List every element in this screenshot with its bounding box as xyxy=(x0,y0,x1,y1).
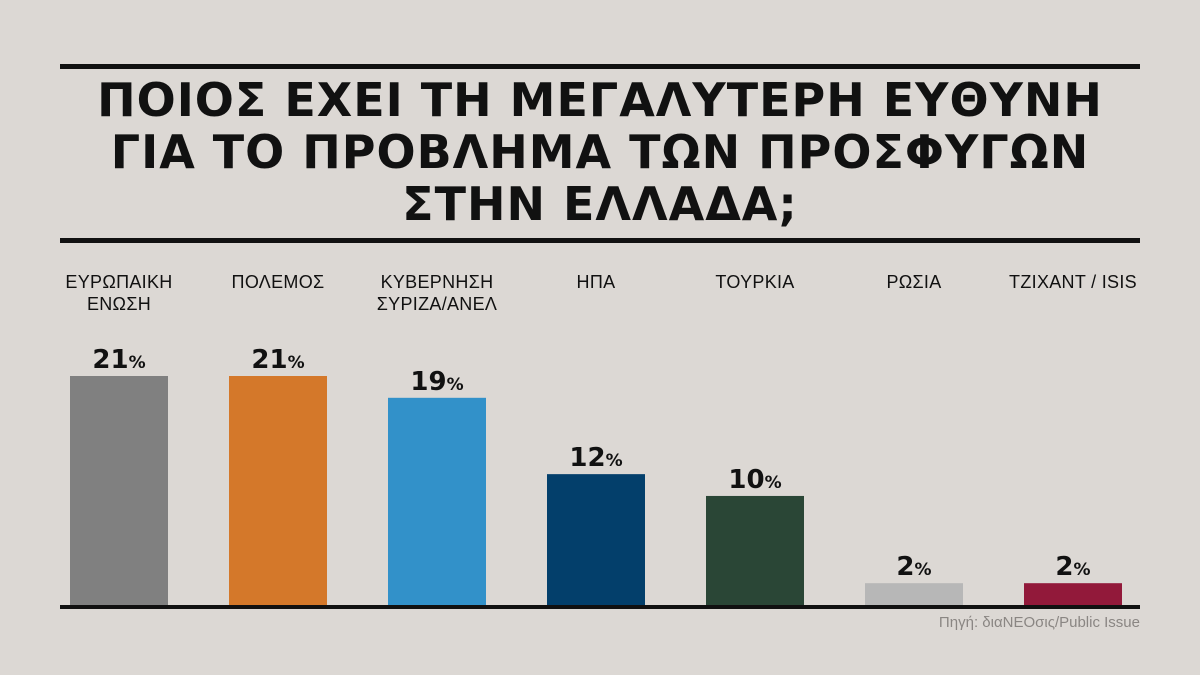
category-label: ΚΥΒΕΡΝΗΣΗ ΣΥΡΙΖΑ/ΑΝΕΛ xyxy=(377,272,497,314)
bar xyxy=(865,583,963,605)
bar xyxy=(706,495,804,605)
category-label: ΗΠΑ xyxy=(577,272,616,292)
chart-title: ΠΟΙΟΣ ΕΧΕΙ ΤΗ ΜΕΓΑΛΥΤΕΡΗ ΕΥΘΥΝΗ ΓΙΑ ΤΟ Π… xyxy=(97,73,1103,231)
category-label: ΤΖΙΧΑΝΤ / ISIS xyxy=(1009,272,1137,292)
source-note: Πηγή: διαΝΕΟσις/Public Issue xyxy=(938,614,1140,631)
value-label: 12% xyxy=(569,443,622,473)
title-top-rule xyxy=(60,64,1140,69)
value-label: 19% xyxy=(410,367,463,397)
bar xyxy=(1024,583,1122,605)
x-axis-line xyxy=(60,605,1140,609)
category-label: ΠΟΛΕΜΟΣ xyxy=(232,272,325,292)
value-label: 10% xyxy=(728,465,781,495)
bar xyxy=(229,376,327,605)
bar xyxy=(388,397,486,605)
title-bottom-rule xyxy=(60,238,1140,243)
category-label: ΤΟΥΡΚΙΑ xyxy=(715,272,794,292)
value-label: 21% xyxy=(92,345,145,375)
bar xyxy=(70,376,168,605)
category-label: ΡΩΣΙΑ xyxy=(886,272,941,292)
value-label: 21% xyxy=(251,345,304,375)
value-label: 2% xyxy=(1055,552,1090,582)
value-label: 2% xyxy=(896,552,931,582)
category-label: ΕΥΡΩΠΑΙΚΗ ΕΝΩΣΗ xyxy=(65,272,172,314)
bar xyxy=(547,474,645,605)
